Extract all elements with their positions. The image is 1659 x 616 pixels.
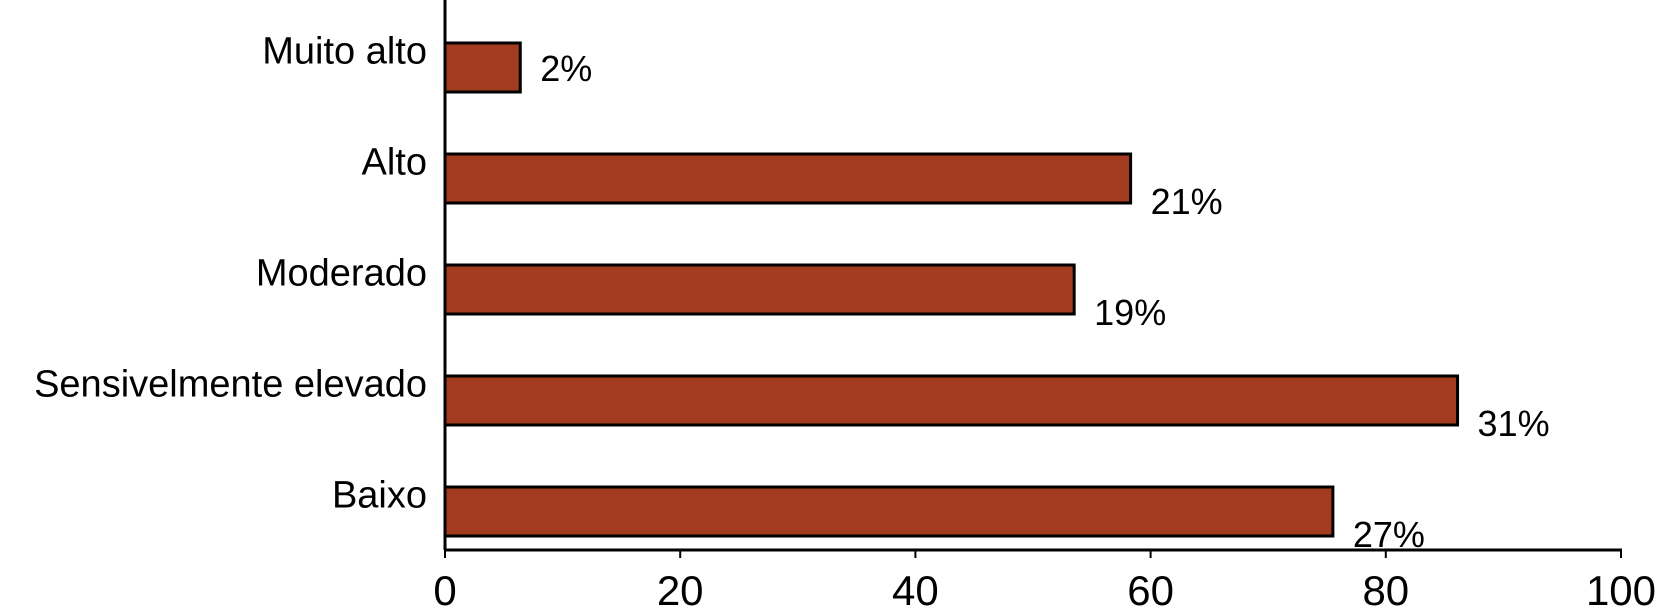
y-tick-label: Muito alto [262,31,427,73]
bar-annotation: 21% [1151,181,1223,222]
bar-annotation: 31% [1478,403,1550,444]
x-tick-label: 60 [1127,567,1174,614]
x-tick-label: 100 [1586,567,1656,614]
x-tick-label: 0 [433,567,456,614]
bar-annotation: 27% [1353,514,1425,555]
x-tick-label: 40 [892,567,939,614]
bar [443,374,1460,427]
bar [443,41,522,94]
bar [443,263,1076,316]
bar [443,485,1335,538]
x-tick-label: 80 [1362,567,1409,614]
y-tick-label: Alto [362,142,427,184]
y-tick-label: Baixo [332,475,427,517]
bar-annotation: 19% [1094,292,1166,333]
y-tick-label: Moderado [256,253,427,295]
y-tick-label: Sensivelmente elevado [34,364,427,406]
bar-annotation: 2% [540,48,592,89]
x-tick-label: 20 [657,567,704,614]
bar [443,152,1133,205]
